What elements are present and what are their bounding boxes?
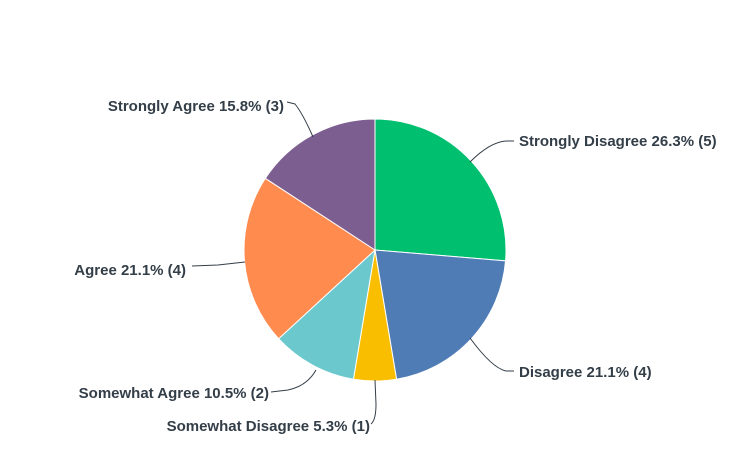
- leader-somewhat-agree: [270, 369, 317, 393]
- leader-agree: [191, 261, 246, 267]
- label-somewhat-disagree: Somewhat Disagree 5.3% (1): [167, 418, 370, 435]
- slice-somewhat-agree: [277, 248, 376, 380]
- slice-disagree: [374, 249, 507, 380]
- slice-strongly-disagree: [374, 118, 507, 262]
- leader-disagree: [469, 337, 514, 372]
- label-somewhat-agree: Somewhat Agree 10.5% (2): [79, 385, 269, 402]
- leader-somewhat-disagree: [370, 379, 377, 425]
- label-disagree: Disagree 21.1% (4): [519, 364, 652, 381]
- label-agree: Agree 21.1% (4): [74, 262, 186, 279]
- leader-strongly-agree: [286, 101, 314, 138]
- leader-lines: [191, 101, 514, 425]
- label-strongly-agree: Strongly Agree 15.8% (3): [108, 98, 284, 115]
- leader-strongly-disagree: [469, 140, 514, 163]
- label-strongly-disagree: Strongly Disagree 26.3% (5): [519, 133, 717, 150]
- slice-agree: [243, 177, 376, 340]
- pie-slices: [243, 118, 507, 382]
- slice-strongly-agree: [264, 118, 376, 251]
